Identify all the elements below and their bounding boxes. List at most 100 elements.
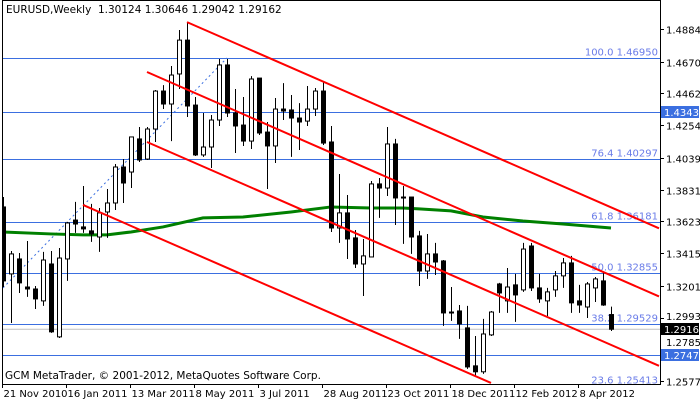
candle bbox=[81, 186, 86, 233]
candle-body-bull bbox=[545, 291, 550, 302]
candle bbox=[209, 114, 214, 169]
candle bbox=[465, 305, 470, 369]
candle bbox=[321, 82, 326, 146]
channel-trendline bbox=[82, 204, 492, 384]
candle bbox=[57, 247, 62, 338]
candle bbox=[201, 113, 206, 157]
candle-body-bear bbox=[457, 310, 462, 325]
candle-body-bull bbox=[153, 90, 158, 130]
candle-body-bull bbox=[305, 108, 310, 122]
candle bbox=[513, 273, 518, 322]
y-tick-label: 1.40395 bbox=[666, 155, 700, 166]
candle bbox=[337, 174, 342, 243]
candle-body-bear bbox=[321, 90, 326, 144]
candle-body-bull bbox=[9, 253, 14, 275]
candle-body-bull bbox=[425, 253, 430, 272]
candle bbox=[129, 136, 134, 189]
candle bbox=[361, 238, 366, 297]
candle bbox=[433, 242, 438, 275]
candle-body-bear bbox=[609, 314, 614, 330]
candle-body-bull bbox=[57, 257, 62, 338]
fib-level-label: 23.6 1.25413 bbox=[591, 376, 658, 387]
candle bbox=[17, 253, 22, 293]
candle bbox=[33, 285, 38, 309]
y-tick-label: 1.38315 bbox=[666, 187, 700, 198]
x-tick-label: 23 Oct 2011 bbox=[388, 389, 450, 400]
candle-body-bull bbox=[145, 128, 150, 160]
horizontal-line-price-label: 1.43437 bbox=[664, 108, 700, 119]
candle bbox=[289, 95, 294, 157]
candle-body-bear bbox=[33, 288, 38, 300]
candle bbox=[273, 98, 278, 164]
x-tick-label: 18 Dec 2011 bbox=[452, 389, 516, 400]
candle-body-bull bbox=[113, 166, 118, 204]
candle-body-bull bbox=[41, 259, 46, 302]
candle-body-bear bbox=[73, 219, 78, 225]
candle-body-bear bbox=[289, 109, 294, 119]
x-tick-label: 12 Feb 2012 bbox=[516, 389, 578, 400]
horizontal-line-price-label-bg bbox=[661, 106, 699, 118]
candle bbox=[353, 229, 358, 268]
moving-average-line bbox=[2, 205, 612, 237]
candle-body-bear bbox=[185, 39, 190, 107]
candle bbox=[73, 201, 78, 233]
candle bbox=[113, 163, 118, 210]
chart-header: EURUSD,Weekly 1.30124 1.30646 1.29042 1.… bbox=[6, 4, 282, 16]
channel-trendline bbox=[146, 71, 660, 298]
candle-body-bear bbox=[529, 245, 534, 289]
x-tick-label: 8 May 2011 bbox=[196, 389, 255, 400]
candle bbox=[409, 196, 414, 254]
candle bbox=[297, 103, 302, 151]
horizontal-line-price-label: 1.27479 bbox=[664, 351, 700, 362]
candle-body-bull bbox=[249, 78, 254, 142]
candle bbox=[593, 276, 598, 302]
candle-body-bull bbox=[313, 90, 318, 110]
candle-body-bear bbox=[433, 253, 438, 263]
candle-body-bear bbox=[137, 138, 142, 161]
candle bbox=[193, 96, 198, 157]
candle bbox=[609, 306, 614, 332]
candle-body-bull bbox=[489, 311, 494, 336]
candle bbox=[497, 282, 502, 313]
candle bbox=[553, 270, 558, 297]
fib-level-label: 50.0 1.32855 bbox=[591, 263, 658, 274]
candle-body-bear bbox=[513, 284, 518, 296]
candle-body-bull bbox=[369, 183, 374, 258]
y-tick-label: 1.27850 bbox=[666, 338, 700, 349]
candle-body-bear bbox=[577, 300, 582, 306]
candle bbox=[529, 242, 534, 291]
candle bbox=[385, 127, 390, 196]
candle bbox=[313, 87, 318, 117]
candle-body-bear bbox=[377, 183, 382, 189]
y-tick-label: 1.44620 bbox=[666, 90, 700, 101]
candle bbox=[569, 255, 574, 313]
candle-body-bear bbox=[297, 117, 302, 123]
fib-level-label: 76.4 1.40297 bbox=[591, 149, 658, 160]
candle bbox=[449, 287, 454, 321]
candle-body-bull bbox=[361, 255, 366, 265]
candle bbox=[545, 287, 550, 316]
symbol-timeframe: EURUSD,Weekly bbox=[6, 4, 92, 16]
y-tick-label: 1.42540 bbox=[666, 122, 700, 133]
candle-body-bull bbox=[585, 283, 590, 308]
candle-body-bull bbox=[65, 222, 70, 260]
candle-body-bear bbox=[241, 124, 246, 142]
candle bbox=[121, 159, 126, 203]
channel-trendline bbox=[186, 21, 660, 230]
x-tick-label: 13 Mar 2011 bbox=[132, 389, 195, 400]
candle bbox=[249, 76, 254, 149]
candle-body-bear bbox=[17, 258, 22, 284]
candle bbox=[241, 96, 246, 146]
candle bbox=[401, 186, 406, 244]
x-tick-label: 8 Apr 2012 bbox=[580, 389, 635, 400]
candle bbox=[425, 233, 430, 279]
candle bbox=[537, 273, 542, 303]
y-tick-label: 1.25770 bbox=[666, 378, 700, 389]
candle bbox=[441, 260, 446, 326]
candle bbox=[41, 251, 46, 306]
candle-body-bear bbox=[89, 230, 94, 235]
candle bbox=[281, 83, 286, 121]
candle-body-bull bbox=[209, 119, 214, 148]
candle bbox=[489, 310, 494, 336]
